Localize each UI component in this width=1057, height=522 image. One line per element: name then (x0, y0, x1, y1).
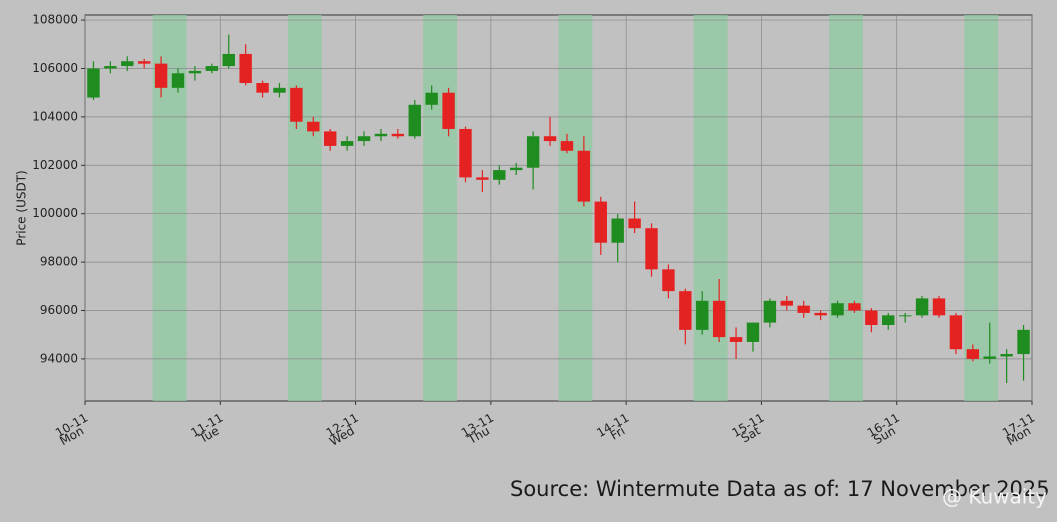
candle-body (425, 92, 438, 105)
candle-body (256, 83, 269, 93)
candle-body (949, 315, 963, 350)
candle-body (340, 141, 354, 146)
candle-body (171, 73, 185, 88)
candle-body (780, 300, 793, 306)
candle-body (104, 66, 117, 69)
candle-body (239, 53, 252, 84)
candle-body (712, 300, 726, 338)
y-tick-label: 96000 (40, 303, 78, 317)
y-tick-label: 102000 (32, 158, 78, 172)
candle-body (526, 136, 540, 168)
candle-body (121, 61, 134, 67)
candle-body (1000, 354, 1013, 357)
candle-body (87, 68, 100, 98)
candle-body (763, 300, 777, 323)
candle-body (510, 167, 523, 171)
candle-body (290, 87, 303, 122)
candle-body (137, 61, 151, 64)
y-tick-label: 108000 (32, 13, 78, 27)
candle-body (577, 150, 591, 202)
candle-body (205, 66, 219, 71)
y-tick-label: 106000 (32, 61, 78, 75)
session-band (693, 15, 728, 401)
candle-body (729, 337, 743, 342)
candle-body (932, 298, 946, 316)
candle-body (391, 133, 405, 137)
candle-body (628, 218, 641, 229)
watermark: @ Kuwaity (942, 485, 1047, 509)
plot-layer (84, 15, 1033, 401)
candle-body (442, 92, 455, 129)
candle-body (645, 228, 658, 270)
candle-body (594, 201, 607, 243)
session-band (287, 15, 322, 401)
candle-body (898, 315, 912, 317)
candle-body (493, 170, 506, 180)
candle-body (357, 136, 371, 142)
candle-body (560, 141, 574, 151)
candle-body (273, 87, 286, 93)
candle-body (154, 63, 168, 88)
candle-body (831, 303, 844, 316)
session-band (423, 15, 458, 401)
session-band (829, 15, 863, 401)
x-tick-day: Fri (608, 424, 627, 443)
y-axis-label: Price (USDT) (15, 170, 29, 245)
y-tick-label: 104000 (32, 109, 78, 123)
session-band (964, 15, 999, 401)
candle-body (746, 322, 760, 342)
candle-body (543, 136, 557, 142)
candle-body (222, 53, 235, 67)
candle-body (915, 298, 929, 316)
candle-body (797, 305, 810, 313)
candle-body (966, 349, 980, 359)
candle-body (374, 133, 388, 137)
candle-body (324, 131, 337, 146)
candle-body (307, 121, 320, 132)
candle-body (679, 291, 692, 330)
candle-body (611, 218, 624, 243)
candle-body (882, 315, 895, 326)
candle-body (1017, 329, 1030, 355)
source-note: Source: Wintermute Data as of: 17 Novemb… (510, 477, 1050, 501)
candle-body (476, 177, 489, 180)
candle-body (408, 104, 421, 137)
candle-body (696, 300, 709, 330)
candle-body (814, 312, 827, 316)
candle-body (662, 269, 675, 292)
candle-body (983, 356, 996, 359)
y-tick-label: 94000 (40, 351, 78, 365)
y-tick-label: 100000 (32, 206, 78, 220)
candle-body (459, 128, 472, 178)
y-tick-label: 98000 (40, 255, 78, 269)
candle-body (865, 310, 878, 326)
candle-body (848, 303, 861, 311)
session-band (558, 15, 593, 401)
candle-body (188, 70, 202, 74)
